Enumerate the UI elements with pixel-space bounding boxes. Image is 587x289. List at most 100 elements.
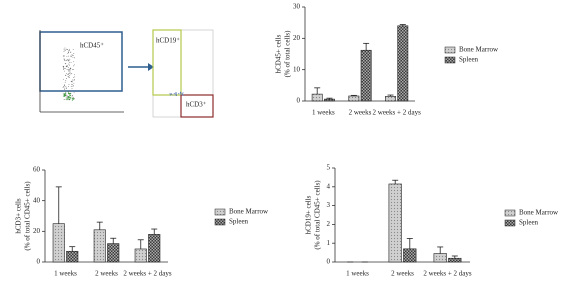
y-axis-label: (% of total CD45+ cells) — [314, 180, 322, 250]
event-dot — [70, 56, 72, 58]
event-dot — [69, 67, 71, 69]
event-dot — [68, 69, 70, 71]
event-dot — [67, 67, 69, 69]
event-dot — [69, 94, 71, 97]
y-tick-label: 0 — [37, 258, 41, 266]
bar — [397, 25, 409, 102]
event-dot — [72, 86, 74, 88]
event-dot — [178, 93, 180, 95]
legend-label: Spleen — [519, 219, 539, 227]
event-dot — [183, 94, 185, 96]
y-axis-label: (% of total CD45+ cells) — [24, 181, 32, 251]
x-tick-label: 2 weeks + 2 days — [423, 270, 472, 278]
legend-label: Bone Marrow — [459, 46, 499, 54]
event-dot — [63, 48, 65, 50]
event-dot — [69, 90, 70, 92]
event-dot — [64, 85, 66, 87]
event-dot — [74, 76, 76, 78]
event-dot — [74, 64, 75, 66]
event-dot — [71, 81, 73, 83]
event-dot — [74, 57, 75, 59]
y-tick-label: 2 — [327, 220, 331, 228]
y-tick-label: 30 — [293, 3, 301, 11]
legend-label: Bone Marrow — [519, 209, 559, 217]
x-tick-label: 2 weeks — [349, 109, 372, 117]
event-dot — [72, 56, 74, 58]
event-dot — [67, 51, 69, 53]
y-tick-label: 10 — [293, 65, 301, 73]
bar — [433, 253, 447, 263]
x-tick-label: 2 weeks + 2 days — [373, 109, 422, 117]
event-dot — [69, 62, 70, 63]
legend-swatch — [214, 218, 226, 226]
event-dot — [71, 88, 73, 90]
event-dot — [67, 59, 69, 61]
x-tick-label: 2 weeks + 2 days — [123, 270, 172, 278]
event-dot — [66, 94, 68, 96]
event-dot — [63, 95, 65, 98]
event-dot — [73, 92, 75, 94]
event-dot — [182, 94, 184, 96]
event-dot — [62, 55, 64, 57]
event-dot — [169, 93, 171, 95]
y-tick-label: 0 — [297, 97, 301, 105]
event-dot — [66, 98, 68, 100]
event-dot — [66, 49, 68, 50]
legend-label: Spleen — [229, 218, 249, 226]
event-dot — [68, 70, 69, 72]
event-dot — [71, 80, 73, 82]
event-dot — [71, 97, 74, 99]
event-dot — [72, 69, 74, 70]
event-dot — [68, 84, 70, 85]
event-dot — [70, 73, 72, 75]
event-dot — [73, 69, 75, 71]
event-dot — [69, 64, 70, 66]
event-dot — [65, 92, 67, 94]
bar — [388, 183, 402, 263]
event-dot — [64, 70, 65, 72]
event-dot — [66, 59, 68, 61]
x-tick-label: 1 weeks — [312, 109, 335, 117]
event-dot — [66, 55, 68, 57]
event-dot — [66, 88, 67, 90]
event-dot — [64, 50, 66, 52]
y-axis-label: (% of total cells) — [284, 30, 292, 78]
event-dot — [63, 99, 65, 100]
event-dot — [65, 87, 67, 89]
event-dot — [67, 92, 70, 94]
x-tick-label: 2 weeks — [391, 270, 414, 278]
event-dot — [71, 83, 72, 85]
event-dot — [70, 85, 72, 87]
event-dot — [68, 75, 70, 76]
event-dot — [67, 52, 69, 53]
event-dot — [68, 60, 70, 62]
event-dot — [64, 59, 66, 61]
event-dot — [71, 99, 74, 101]
event-dot — [67, 74, 69, 75]
event-dot — [67, 49, 69, 51]
event-dot — [67, 53, 69, 55]
event-dot — [74, 74, 75, 76]
event-dot — [65, 93, 67, 95]
event-dot — [64, 47, 66, 49]
event-dot — [169, 94, 171, 96]
event-dot — [175, 92, 177, 94]
event-dot — [64, 88, 65, 90]
event-dot — [65, 72, 67, 74]
event-dot — [68, 69, 70, 70]
event-dot — [64, 49, 66, 51]
event-dot — [64, 67, 65, 69]
bar — [93, 229, 106, 263]
gate-label: hCD45⁺ — [80, 42, 104, 50]
event-dot — [64, 87, 66, 89]
event-dot — [66, 69, 68, 71]
legend-swatch — [504, 219, 516, 227]
event-dot — [63, 58, 65, 60]
legend-swatch — [504, 209, 516, 217]
event-dot — [174, 94, 176, 96]
legend-swatch — [214, 208, 226, 216]
event-dot — [63, 65, 65, 67]
event-dot — [62, 78, 64, 80]
bar — [348, 95, 360, 102]
event-dot — [63, 67, 64, 69]
